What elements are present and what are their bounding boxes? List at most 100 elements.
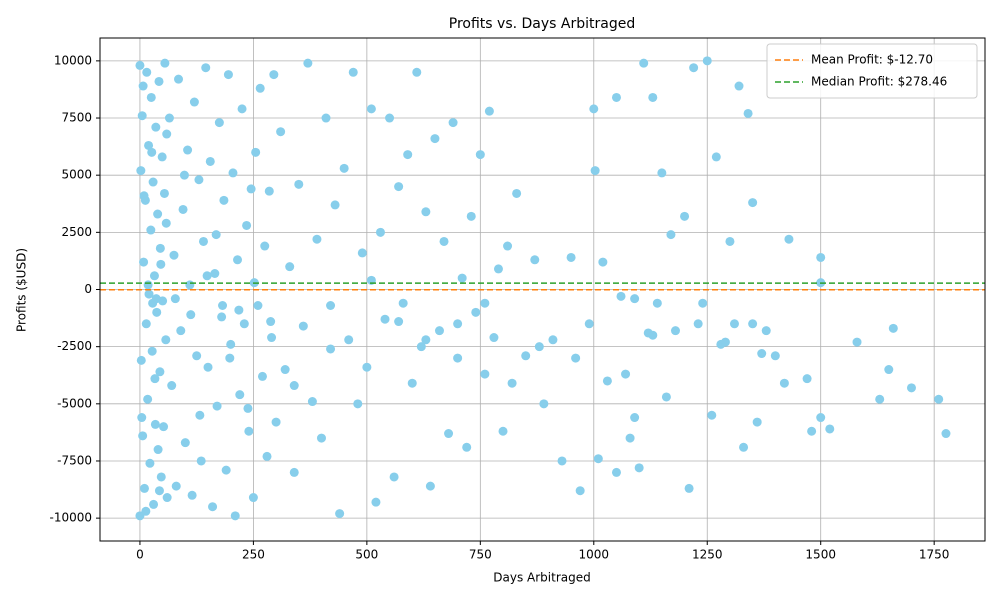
- point: [237, 104, 247, 114]
- point: [234, 305, 244, 315]
- point: [150, 374, 160, 384]
- point: [230, 511, 240, 521]
- point: [480, 298, 490, 308]
- point: [779, 378, 789, 388]
- point: [648, 330, 658, 340]
- point: [466, 211, 476, 221]
- point: [680, 211, 690, 221]
- x-axis-label: Days Arbitraged: [493, 571, 590, 585]
- point: [312, 234, 322, 244]
- point: [453, 353, 463, 363]
- point: [403, 150, 413, 160]
- legend-label: Mean Profit: $-12.70: [811, 53, 933, 67]
- point: [852, 337, 862, 347]
- point: [729, 319, 739, 329]
- point: [153, 209, 163, 219]
- point: [169, 250, 179, 260]
- point: [321, 113, 331, 123]
- point: [194, 175, 204, 185]
- point: [198, 236, 208, 246]
- point: [149, 499, 159, 509]
- point: [221, 465, 231, 475]
- point: [189, 97, 199, 107]
- point: [720, 337, 730, 347]
- point: [357, 248, 367, 258]
- point: [807, 426, 817, 436]
- point: [398, 298, 408, 308]
- y-tick-label: 5000: [61, 168, 92, 182]
- point: [218, 301, 228, 311]
- point: [725, 236, 735, 246]
- point: [453, 319, 463, 329]
- point: [475, 150, 485, 160]
- point: [214, 118, 224, 128]
- point: [196, 456, 206, 466]
- point: [416, 342, 426, 352]
- point: [152, 307, 162, 317]
- x-tick-label: 0: [136, 548, 144, 562]
- x-tick-label: 1250: [692, 548, 723, 562]
- point: [648, 92, 658, 102]
- point: [421, 207, 431, 217]
- point: [593, 454, 603, 464]
- point: [143, 280, 153, 290]
- point: [548, 335, 558, 345]
- point: [784, 234, 794, 244]
- point: [503, 241, 513, 251]
- point: [195, 410, 205, 420]
- point: [139, 191, 149, 201]
- point: [498, 426, 508, 436]
- point: [507, 378, 517, 388]
- point: [666, 230, 676, 240]
- point: [611, 467, 621, 477]
- point: [162, 493, 172, 503]
- point: [462, 442, 472, 452]
- point: [162, 129, 172, 139]
- point: [264, 186, 274, 196]
- point: [160, 58, 170, 68]
- point: [242, 220, 252, 230]
- point: [187, 490, 197, 500]
- point: [303, 58, 313, 68]
- point: [326, 344, 336, 354]
- point: [884, 365, 894, 375]
- point: [135, 60, 145, 70]
- point: [248, 493, 258, 503]
- point: [225, 353, 235, 363]
- point: [316, 433, 326, 443]
- point: [448, 118, 458, 128]
- point: [161, 335, 171, 345]
- point: [394, 182, 404, 192]
- point: [657, 168, 667, 178]
- point: [421, 335, 431, 345]
- point: [380, 314, 390, 324]
- point: [439, 236, 449, 246]
- point: [276, 127, 286, 137]
- point: [875, 394, 885, 404]
- point: [571, 353, 581, 363]
- point: [153, 445, 163, 455]
- point: [251, 147, 261, 157]
- point: [210, 268, 220, 278]
- point: [156, 259, 166, 269]
- point: [743, 108, 753, 118]
- point: [385, 113, 395, 123]
- legend-label: Median Profit: $278.46: [811, 75, 947, 89]
- y-tick-label: 2500: [61, 225, 92, 239]
- point: [484, 106, 494, 116]
- point: [566, 252, 576, 262]
- point: [489, 333, 499, 343]
- point: [217, 312, 227, 322]
- point: [246, 184, 256, 194]
- y-tick-label: -10000: [49, 511, 92, 525]
- point: [430, 134, 440, 144]
- point: [226, 339, 236, 349]
- point: [176, 326, 186, 336]
- point: [621, 369, 631, 379]
- point: [267, 333, 277, 343]
- point: [149, 271, 159, 281]
- point: [164, 113, 174, 123]
- point: [141, 506, 151, 516]
- point: [235, 390, 245, 400]
